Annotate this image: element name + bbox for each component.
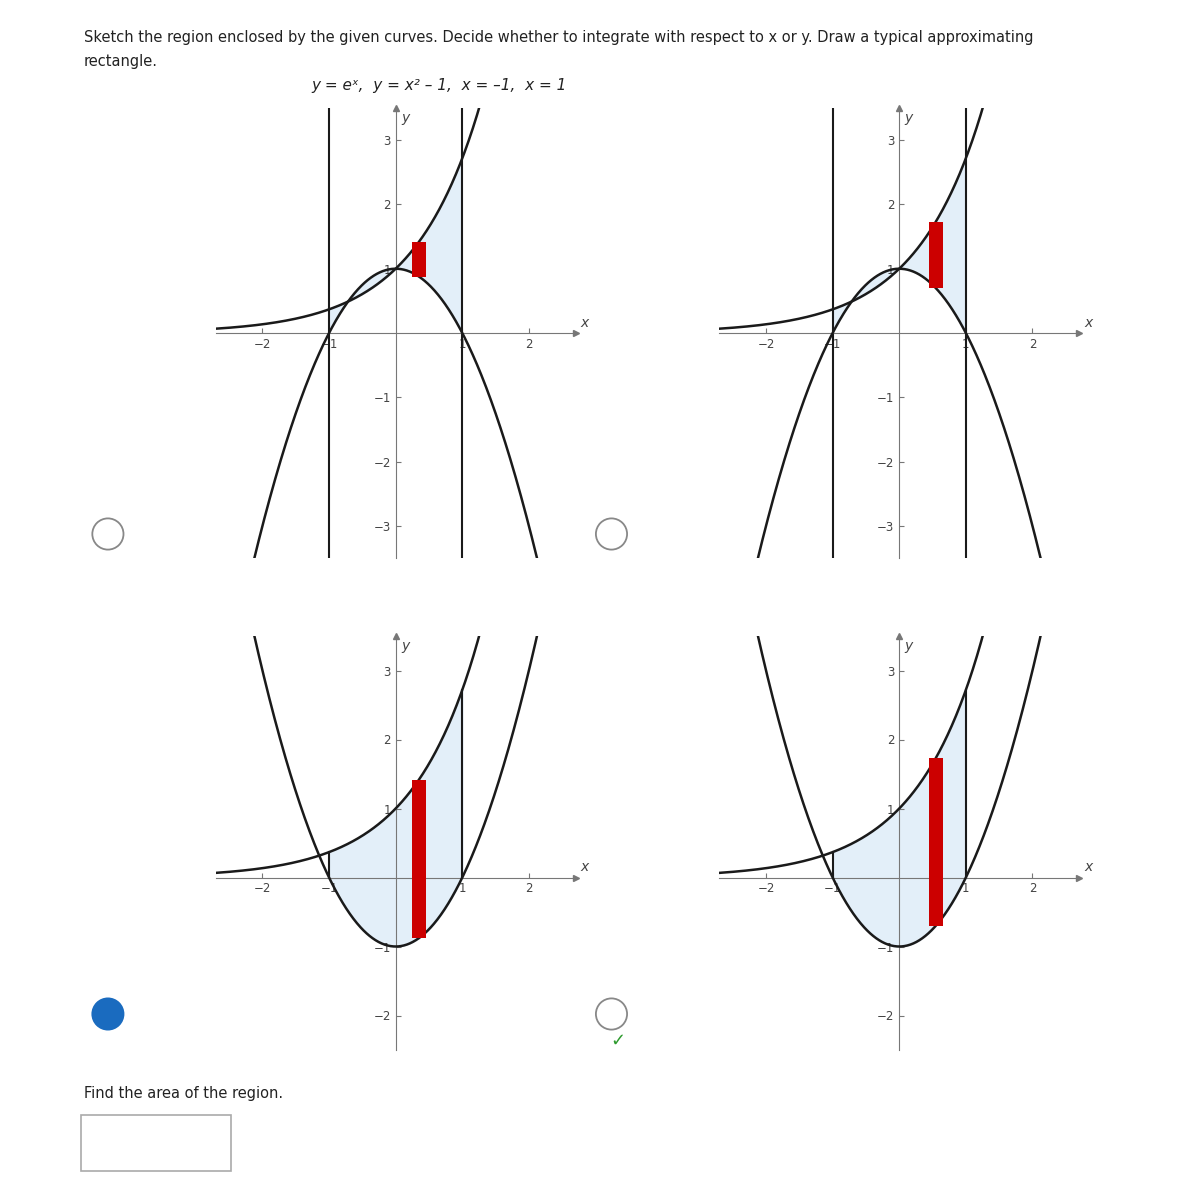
Text: y: y (904, 640, 912, 654)
Text: x: x (580, 316, 589, 330)
Text: x: x (1084, 316, 1092, 330)
Bar (928, 222, 944, 288)
Bar (411, 241, 427, 276)
Text: y: y (400, 640, 409, 654)
Text: Find the area of the region.: Find the area of the region. (84, 1086, 283, 1102)
Bar (928, 758, 944, 925)
Bar (411, 780, 427, 938)
Text: ✓: ✓ (610, 1031, 625, 1049)
Text: y: y (400, 112, 409, 125)
Text: x: x (580, 860, 589, 874)
Text: y: y (904, 112, 912, 125)
Text: x: x (1084, 860, 1092, 874)
Text: Sketch the region enclosed by the given curves. Decide whether to integrate with: Sketch the region enclosed by the given … (84, 30, 1034, 44)
Text: y = eˣ,  y = x² – 1,  x = –1,  x = 1: y = eˣ, y = x² – 1, x = –1, x = 1 (312, 78, 567, 92)
Text: rectangle.: rectangle. (84, 54, 158, 68)
FancyBboxPatch shape (82, 1115, 230, 1171)
